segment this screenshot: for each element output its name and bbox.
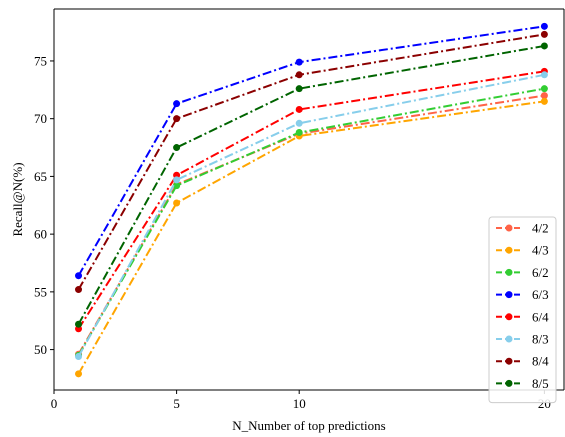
series-6-4 — [75, 67, 548, 333]
legend-label: 8/3 — [532, 332, 549, 347]
data-point — [295, 129, 303, 137]
data-point — [295, 58, 303, 66]
data-point — [295, 85, 303, 93]
legend-item-6-4: 6/4 — [496, 309, 549, 324]
series-6-3 — [75, 22, 548, 280]
data-point — [173, 182, 181, 190]
legend-label: 4/2 — [532, 221, 549, 236]
legend-marker — [505, 246, 513, 254]
series-line — [77, 70, 545, 330]
legend-marker — [505, 291, 513, 299]
data-point — [540, 92, 548, 100]
legend-label: 6/2 — [532, 265, 549, 280]
x-tick-label: 10 — [293, 396, 306, 411]
series-line — [77, 44, 545, 325]
series-4-3 — [75, 97, 548, 378]
legend-marker — [505, 224, 513, 232]
x-axis-label: N_Number of top predictions — [232, 418, 385, 433]
data-point — [540, 22, 548, 30]
x-tick-label: 0 — [51, 396, 58, 411]
legend-label: 8/4 — [532, 354, 549, 369]
data-point — [75, 272, 83, 280]
data-point — [540, 85, 548, 93]
legend-marker — [505, 357, 513, 365]
data-point — [295, 105, 303, 113]
data-point — [540, 30, 548, 38]
y-tick-label: 60 — [34, 227, 47, 242]
data-point — [173, 199, 181, 207]
legend-item-8-4: 8/4 — [496, 354, 549, 369]
data-point — [75, 353, 83, 361]
legend-item-6-3: 6/3 — [496, 287, 549, 302]
legend-label: 6/4 — [532, 309, 549, 324]
legend-item-8-3: 8/3 — [496, 332, 549, 347]
legend-item-4-2: 4/2 — [496, 221, 549, 236]
legend-item-4-3: 4/3 — [496, 243, 549, 258]
series-layer — [75, 22, 548, 378]
data-point — [173, 144, 181, 152]
legend-item-8-5: 8/5 — [496, 376, 549, 391]
legend-label: 6/3 — [532, 287, 549, 302]
data-point — [75, 286, 83, 294]
y-tick-label: 55 — [34, 284, 47, 299]
series-8-3 — [75, 71, 548, 361]
series-line — [77, 33, 545, 291]
data-point — [75, 320, 83, 328]
legend-label: 4/3 — [532, 243, 549, 258]
data-point — [540, 42, 548, 50]
y-tick-label: 75 — [34, 53, 47, 68]
y-tick-label: 50 — [34, 342, 47, 357]
y-tick-label: 70 — [34, 111, 47, 126]
series-line — [77, 73, 545, 358]
series-8-4 — [75, 30, 548, 294]
series-line — [77, 87, 545, 356]
series-line — [77, 25, 545, 277]
series-line — [77, 100, 545, 375]
series-line — [77, 94, 545, 355]
legend-marker — [505, 379, 513, 387]
y-axis-label: Recall@N(%) — [10, 162, 25, 236]
data-point — [295, 71, 303, 79]
legend-marker — [505, 313, 513, 321]
x-tick-label: 5 — [173, 396, 180, 411]
data-point — [173, 100, 181, 108]
data-point — [540, 97, 548, 105]
data-point — [173, 176, 181, 184]
y-tick-label: 65 — [34, 169, 47, 184]
data-point — [173, 115, 181, 123]
series-8-5 — [75, 42, 548, 328]
legend-box — [488, 216, 557, 404]
legend-item-6-2: 6/2 — [496, 265, 549, 280]
legend-marker — [505, 335, 513, 343]
legend: 4/2 4/3 6/2 6/3 6/4 8/3 8/4 8/5 — [488, 216, 557, 404]
legend-marker — [505, 268, 513, 276]
data-point — [75, 370, 83, 378]
data-point — [540, 71, 548, 79]
legend-label: 8/5 — [532, 376, 549, 391]
data-point — [295, 119, 303, 127]
